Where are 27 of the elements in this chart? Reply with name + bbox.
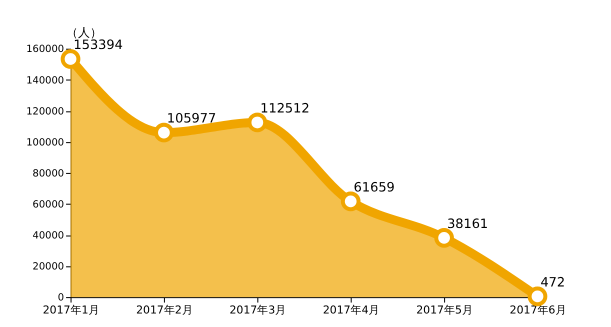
- x-tick-label: 2017年5月: [416, 304, 473, 316]
- x-tick-label: 2017年3月: [229, 304, 286, 316]
- y-tick-label: 140000: [26, 75, 64, 86]
- point: [154, 122, 174, 142]
- y-tick-label: 100000: [26, 137, 64, 148]
- point: [340, 192, 361, 212]
- y-tick-label: 20000: [32, 262, 64, 273]
- data-label: 38161: [447, 216, 488, 232]
- y-axis-title: （人）: [66, 25, 102, 40]
- y-tick-label: 160000: [26, 44, 64, 56]
- y-tick-label: 60000: [32, 199, 64, 210]
- y-tick-label: 120000: [26, 106, 64, 118]
- data-label: 61659: [354, 180, 395, 196]
- x-tick-label: 2017年2月: [136, 304, 193, 316]
- data-label: 153394: [74, 38, 123, 54]
- point: [434, 228, 454, 248]
- x-tick-label: 2017年1月: [42, 304, 100, 316]
- point: [528, 286, 548, 306]
- data-label: 112512: [260, 102, 310, 117]
- data-label: 472: [540, 275, 566, 290]
- x-tick-label: 2017年4月: [322, 304, 380, 316]
- y-tick-label: 40000: [32, 230, 64, 242]
- point: [247, 112, 268, 132]
- y-tick-label: 80000: [32, 168, 64, 180]
- data-label: 105977: [166, 112, 216, 127]
- x-tick-label: 2017年6月: [510, 304, 566, 316]
- y-tick-label: 0: [58, 292, 64, 304]
